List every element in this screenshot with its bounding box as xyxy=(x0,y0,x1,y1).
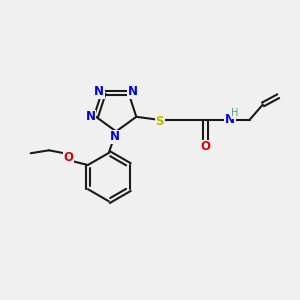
Text: O: O xyxy=(64,151,74,164)
Text: S: S xyxy=(156,115,164,128)
Text: O: O xyxy=(200,140,211,153)
Text: H: H xyxy=(231,108,239,118)
Text: N: N xyxy=(86,110,96,123)
Text: N: N xyxy=(94,85,104,98)
Text: N: N xyxy=(225,113,235,126)
Text: N: N xyxy=(128,85,138,98)
Text: N: N xyxy=(110,130,120,143)
